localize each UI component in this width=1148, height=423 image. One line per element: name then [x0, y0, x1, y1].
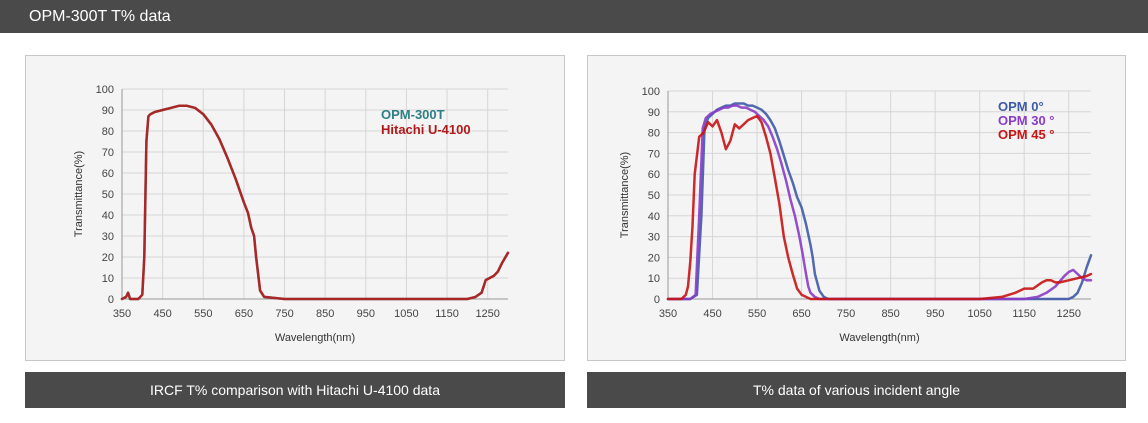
- y-tick-label: 90: [102, 105, 114, 117]
- caption-right: T% data of various incident angle: [587, 372, 1126, 408]
- x-tick-label: 650: [792, 308, 810, 320]
- y-tick-label: 40: [648, 211, 660, 223]
- x-axis-label: Wavelength(nm): [839, 332, 919, 344]
- legend-entry: OPM 0°: [998, 99, 1044, 114]
- x-tick-label: 650: [235, 308, 253, 320]
- page-header: OPM-300T T% data: [0, 0, 1148, 33]
- y-tick-label: 90: [648, 107, 660, 119]
- chart-right: 0 10 20 30 40 50 60 70 80 90 100 350 450 550 650 750 850…: [619, 86, 1093, 344]
- y-tick-label: 30: [648, 232, 660, 244]
- x-tick-label: 550: [194, 308, 212, 320]
- legend-entry: OPM-300T: [381, 107, 445, 122]
- x-tick-label: 950: [926, 308, 944, 320]
- chart-left: 0 10 20 30 40 50 60 70 80 90 100 350 450 550 650 750 850…: [73, 84, 510, 344]
- caption-left: IRCF T% comparison with Hitachi U-4100 d…: [25, 372, 565, 408]
- x-tick-label: 1150: [435, 308, 459, 320]
- x-tick-label: 550: [748, 308, 766, 320]
- x-tick-label: 1150: [1012, 308, 1036, 320]
- y-tick-label: 80: [648, 128, 660, 140]
- y-tick-label: 20: [102, 252, 114, 264]
- y-tick-label: 80: [102, 126, 114, 138]
- caption-right-text: T% data of various incident angle: [752, 382, 960, 398]
- y-tick-label: 40: [102, 210, 114, 222]
- x-tick-label: 350: [113, 308, 131, 320]
- chart-panel-left: 0 10 20 30 40 50 60 70 80 90 100 350 450 550 650 750 850…: [25, 55, 565, 361]
- x-tick-label: 750: [837, 308, 855, 320]
- header-title: OPM-300T T% data: [29, 8, 171, 25]
- y-axis-label: Transmittance(%): [619, 152, 631, 238]
- y-tick-label: 50: [102, 189, 114, 201]
- chart-panel-right: 0 10 20 30 40 50 60 70 80 90 100 350 450 550 650 750 850…: [587, 55, 1126, 361]
- y-tick-label: 50: [648, 190, 660, 202]
- legend-entry: OPM 45 °: [998, 127, 1055, 142]
- x-tick-label: 1050: [967, 308, 991, 320]
- y-axis-label: Transmittance(%): [73, 151, 85, 237]
- y-tick-label: 100: [96, 84, 114, 96]
- x-tick-label: 450: [703, 308, 721, 320]
- x-tick-label: 1250: [1056, 308, 1080, 320]
- y-tick-label: 10: [648, 273, 660, 285]
- legend-entry: OPM 30 °: [998, 113, 1055, 128]
- legend-entry: Hitachi U-4100: [381, 122, 471, 137]
- series-line-opm-30: [666, 104, 1093, 301]
- y-tick-label: 60: [102, 168, 114, 180]
- x-tick-label: 850: [316, 308, 334, 320]
- x-axis-label: Wavelength(nm): [275, 332, 355, 344]
- y-tick-label: 0: [654, 294, 660, 306]
- caption-left-text: IRCF T% comparison with Hitachi U-4100 d…: [150, 382, 440, 398]
- y-tick-label: 20: [648, 252, 660, 264]
- y-tick-label: 70: [648, 148, 660, 160]
- series-line-hitachi-u-4100: [120, 104, 510, 301]
- x-tick-label: 850: [881, 308, 899, 320]
- y-tick-label: 70: [102, 147, 114, 159]
- y-tick-label: 10: [102, 273, 114, 285]
- y-tick-label: 0: [108, 294, 114, 306]
- y-tick-label: 60: [648, 169, 660, 181]
- x-tick-label: 950: [357, 308, 375, 320]
- series-line-opm-45: [666, 114, 1093, 301]
- x-tick-label: 350: [659, 308, 677, 320]
- x-tick-label: 450: [153, 308, 171, 320]
- x-tick-label: 1050: [394, 308, 418, 320]
- x-tick-label: 1250: [475, 308, 499, 320]
- y-tick-label: 100: [642, 86, 660, 98]
- x-tick-label: 750: [275, 308, 293, 320]
- y-tick-label: 30: [102, 231, 114, 243]
